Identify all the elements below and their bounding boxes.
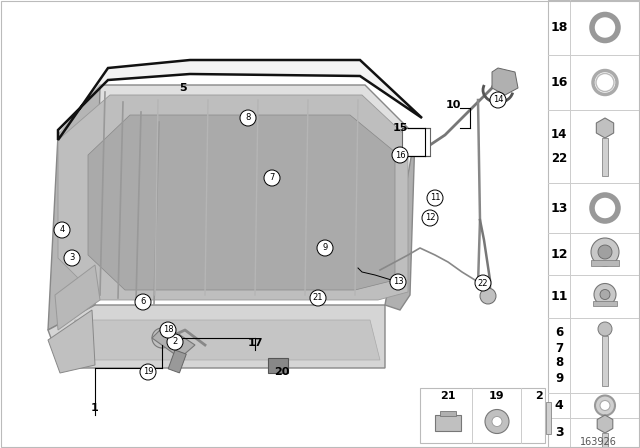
Circle shape — [427, 190, 443, 206]
Polygon shape — [48, 305, 385, 368]
Text: 21: 21 — [313, 293, 323, 302]
Circle shape — [54, 222, 70, 238]
Text: 8: 8 — [245, 113, 251, 122]
Text: 9: 9 — [323, 244, 328, 253]
Circle shape — [264, 170, 280, 186]
Circle shape — [600, 401, 610, 410]
Circle shape — [64, 250, 80, 266]
Text: 17: 17 — [247, 338, 263, 348]
Bar — [548, 0, 640, 448]
Circle shape — [598, 245, 612, 259]
Circle shape — [475, 275, 491, 291]
Text: 7: 7 — [555, 341, 563, 354]
Text: 19: 19 — [489, 391, 505, 401]
Bar — [435, 415, 461, 431]
Bar — [591, 260, 619, 266]
Text: 6: 6 — [555, 327, 563, 340]
Circle shape — [152, 328, 172, 348]
Text: 13: 13 — [550, 202, 568, 215]
Text: 6: 6 — [140, 297, 146, 306]
Bar — [402, 128, 430, 156]
Bar — [168, 350, 186, 373]
Text: 16: 16 — [550, 76, 568, 89]
Circle shape — [140, 364, 156, 380]
Text: 3: 3 — [555, 426, 563, 439]
Circle shape — [392, 147, 408, 163]
Bar — [268, 358, 288, 373]
Circle shape — [594, 284, 616, 306]
Circle shape — [591, 238, 619, 266]
Bar — [602, 138, 608, 176]
Bar — [420, 388, 545, 443]
Text: 13: 13 — [393, 277, 403, 287]
Text: 18: 18 — [550, 21, 568, 34]
Text: 16: 16 — [395, 151, 405, 159]
Polygon shape — [58, 85, 415, 135]
Text: 1: 1 — [91, 403, 99, 413]
Text: 18: 18 — [163, 326, 173, 335]
Text: 20: 20 — [275, 367, 290, 377]
Circle shape — [598, 322, 612, 336]
Polygon shape — [385, 135, 415, 310]
Text: 11: 11 — [429, 194, 440, 202]
Text: 5: 5 — [179, 83, 187, 93]
Circle shape — [595, 396, 615, 415]
Text: 2: 2 — [535, 391, 543, 401]
Text: 4: 4 — [555, 399, 563, 412]
Text: 2: 2 — [172, 337, 178, 346]
Text: 8: 8 — [555, 357, 563, 370]
Circle shape — [600, 289, 610, 300]
Circle shape — [167, 334, 183, 350]
Polygon shape — [65, 320, 380, 360]
Circle shape — [390, 274, 406, 290]
Polygon shape — [48, 310, 95, 373]
Circle shape — [135, 294, 151, 310]
Bar — [593, 302, 617, 306]
Text: 15: 15 — [392, 123, 408, 133]
Circle shape — [422, 210, 438, 226]
Text: 22: 22 — [477, 279, 488, 288]
Bar — [440, 412, 456, 417]
Text: 14: 14 — [551, 128, 567, 141]
Polygon shape — [55, 265, 100, 330]
Circle shape — [317, 240, 333, 256]
Circle shape — [310, 290, 326, 306]
Text: 14: 14 — [493, 95, 503, 104]
Text: 7: 7 — [269, 173, 275, 182]
Polygon shape — [597, 415, 612, 433]
Circle shape — [240, 110, 256, 126]
Text: 11: 11 — [550, 290, 568, 303]
Text: 12: 12 — [550, 247, 568, 260]
Text: 21: 21 — [440, 391, 456, 401]
Text: 9: 9 — [555, 371, 563, 384]
Circle shape — [485, 409, 509, 434]
Bar — [602, 336, 608, 386]
Text: 4: 4 — [60, 225, 65, 234]
Polygon shape — [492, 68, 518, 95]
Text: 163926: 163926 — [580, 437, 616, 447]
Bar — [546, 402, 551, 434]
Polygon shape — [48, 85, 100, 330]
Text: 3: 3 — [69, 254, 75, 263]
Circle shape — [160, 322, 176, 338]
Text: 12: 12 — [425, 214, 435, 223]
Polygon shape — [58, 60, 422, 140]
Polygon shape — [58, 95, 408, 300]
Circle shape — [492, 417, 502, 426]
Text: 19: 19 — [143, 367, 153, 376]
Circle shape — [480, 288, 496, 304]
Text: 22: 22 — [551, 152, 567, 165]
Polygon shape — [596, 118, 614, 138]
Polygon shape — [88, 115, 395, 290]
Circle shape — [490, 92, 506, 108]
Polygon shape — [152, 325, 195, 358]
Bar — [602, 433, 608, 448]
Text: 10: 10 — [445, 100, 461, 110]
